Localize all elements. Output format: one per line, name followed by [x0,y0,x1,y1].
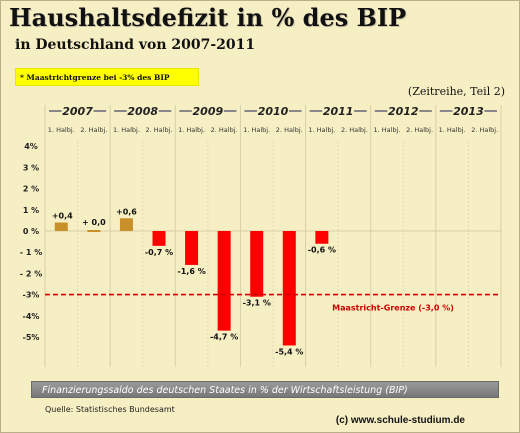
year-label: 2011 [323,105,354,118]
data-label: -0,6 % [308,246,336,255]
data-label: -3,1 % [243,299,271,308]
bar [315,231,329,244]
half-year-label: 2. Halbj. [471,126,498,134]
maastricht-label: Maastricht-Grenze (-3,0 %) [332,304,454,313]
y-tick-label: 2 % [23,185,39,194]
bar [217,231,231,331]
bar [185,231,199,265]
half-year-label: 2. Halbj. [146,126,173,134]
data-label: -0,7 % [145,248,173,257]
half-year-label: 1. Halbj. [113,126,140,134]
year-label: 2012 [388,105,419,118]
bar [282,231,296,346]
half-year-label: 2. Halbj. [80,126,107,134]
half-year-label: 2. Halbj. [406,126,433,134]
half-year-label: 1. Halbj. [243,126,270,134]
y-tick-label: 3 % [23,163,39,172]
copyright-text: (c) www.schule-studium.de [335,415,465,426]
bar [152,231,166,246]
chart-title: Haushaltsdefizit in % des BIP [9,3,407,32]
half-year-label: 1. Halbj. [374,126,401,134]
year-label: 2008 [127,105,158,118]
bar [54,222,68,231]
y-tick-label: 4% [24,142,38,151]
data-label: +0,6 [116,207,137,216]
y-tick-label: - 1 % [20,248,42,257]
year-label: 2010 [258,105,289,118]
data-label: + 0,0 [82,218,106,227]
data-label: +0,4 [52,212,73,221]
y-tick-label: -3% [23,291,40,300]
year-label: 2007 [62,105,93,118]
series-note: (Zeitreihe, Teil 2) [407,85,505,98]
data-label: -4,7 % [210,333,238,342]
half-year-label: 2. Halbj. [341,126,368,134]
y-tick-label: - 2 % [20,269,42,278]
half-year-label: 1. Halbj. [178,126,205,134]
bar [119,218,133,231]
maastricht-note: * Maastrichtgrenze bei -3% des BIP [15,68,199,86]
half-year-label: 1. Halbj. [308,126,335,134]
half-year-label: 2. Halbj. [276,126,303,134]
half-year-label: 1. Halbj. [439,126,466,134]
source-text: Quelle: Statistisches Bundesamt [45,405,175,414]
bar [250,231,264,297]
y-tick-label: -4% [23,312,40,321]
data-label: -1,6 % [177,267,205,276]
half-year-label: 1. Halbj. [48,126,75,134]
caption-bar: Finanzierungssaldo des deutschen Staates… [31,381,499,398]
year-label: 2009 [193,105,224,118]
data-label: -5,4 % [275,347,303,356]
year-label: 2013 [453,105,484,118]
y-tick-label: -5% [23,333,40,342]
chart-subtitle: in Deutschland von 2007-2011 [15,37,256,53]
y-tick-label: 1 % [23,206,39,215]
bar [87,230,101,232]
half-year-label: 2. Halbj. [211,126,238,134]
y-tick-label: 0 % [23,227,39,236]
